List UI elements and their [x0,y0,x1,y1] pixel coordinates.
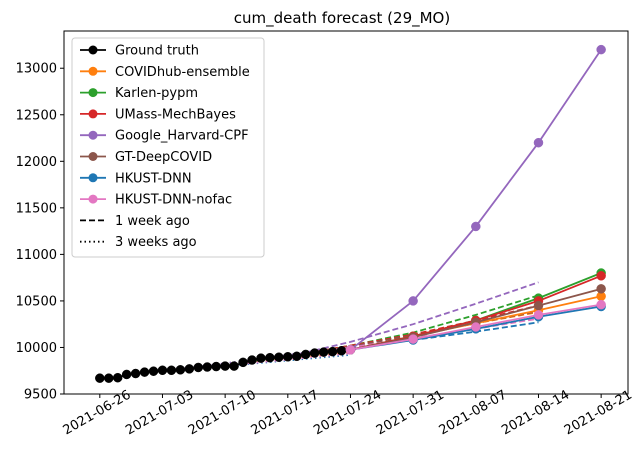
series-point-6 [345,345,356,355]
series-point-6 [471,322,481,332]
ground-truth-point [220,361,230,371]
x-tick-label: 2021-07-10 [186,388,259,439]
y-tick-label: 13000 [16,62,57,77]
series-point-6 [596,299,606,310]
legend-label: 1 week ago [115,214,190,229]
ground-truth-point [104,373,114,383]
ground-truth-point [175,365,186,375]
x-tick-label: 2021-08-21 [562,388,635,439]
ground-truth-point [292,351,302,362]
series-point-2 [596,271,606,281]
ground-truth-point [157,365,168,376]
ground-truth-point [184,364,195,374]
ground-truth-point [112,372,123,383]
ground-truth-point [121,369,132,380]
series-point-4 [533,300,544,311]
ground-truth-point [300,349,311,360]
legend-marker [88,109,98,119]
legend-label: GT-DeepCOVID [115,150,212,165]
ground-truth-point [148,366,159,376]
series-point-4 [596,284,606,294]
x-tick-label: 2021-08-14 [499,388,572,439]
legend: Ground truth COVIDhub-ensemble Karlen-pypm… [71,37,265,258]
y-tick-label: 12500 [16,108,57,123]
series-point-3 [596,44,606,55]
legend-label: COVIDhub-ensemble [115,65,250,80]
x-tick-label: 2021-07-31 [374,388,447,439]
y-tick-label: 9500 [24,388,57,403]
ground-truth-point [193,362,204,373]
series-point-3 [408,296,418,306]
legend-marker [88,130,98,140]
x-tick-label: 2021-06-26 [61,388,134,439]
legend-box [71,37,265,258]
legend-marker [88,66,98,76]
legend-label: Karlen-pypm [115,86,198,101]
ground-truth-point [283,352,293,362]
plot-frame [63,30,629,395]
y-tick-label: 10500 [16,294,57,309]
y-tick-label: 11500 [16,201,57,216]
ground-truth-point [309,348,320,358]
ground-truth-point [166,365,177,376]
x-tick-label: 2021-07-24 [311,388,384,439]
ground-truth-point [274,352,284,362]
ground-truth-point [256,353,266,363]
ground-truth-point [139,367,150,377]
ground-truth-point [327,346,338,357]
legend-label: HKUST-DNN-nofac [115,193,232,208]
y-tick-label: 10000 [16,341,57,356]
series-point-3 [471,221,481,232]
y-tick-label: 11000 [16,248,57,263]
legend-label: HKUST-DNN [115,171,192,186]
ground-truth-point [336,345,347,356]
ground-truth-point [238,357,248,368]
series-point-6 [408,334,418,344]
one-week-line-3 [287,281,539,358]
legend-marker [88,45,98,55]
chart-title: cum_death forecast (29_MO) [234,9,450,28]
ground-truth-point [95,373,105,383]
plot-markers [95,44,606,383]
ground-truth-point [265,352,275,363]
x-tick-label: 2021-07-03 [123,388,196,439]
legend-marker [88,173,98,183]
series-point-3 [533,137,544,148]
legend-label: Google_Harvard-CPF [115,129,249,144]
ground-truth-point [318,347,329,357]
ground-truth-point [202,362,212,372]
legend-marker [88,88,98,98]
ground-truth-point [211,361,221,372]
y-axis: 9500 10000 10500 11000 11500 12000 12500 13000 [16,62,64,403]
x-tick-label: 2021-07-17 [249,388,322,439]
y-tick-label: 12000 [16,155,57,170]
legend-label: Ground truth [115,44,199,59]
series-point-6 [533,310,544,320]
ground-truth-point [229,361,239,371]
ground-truth-point [247,355,257,365]
legend-marker [88,152,98,161]
legend-marker [88,194,98,204]
x-tick-label: 2021-08-07 [437,388,510,439]
ground-truth-point [130,368,141,379]
x-axis: 2021-06-262021-07-032021-07-102021-07-17… [61,388,635,439]
legend-label: 3 weeks ago [115,235,197,250]
legend-label: UMass-MechBayes [115,107,236,122]
